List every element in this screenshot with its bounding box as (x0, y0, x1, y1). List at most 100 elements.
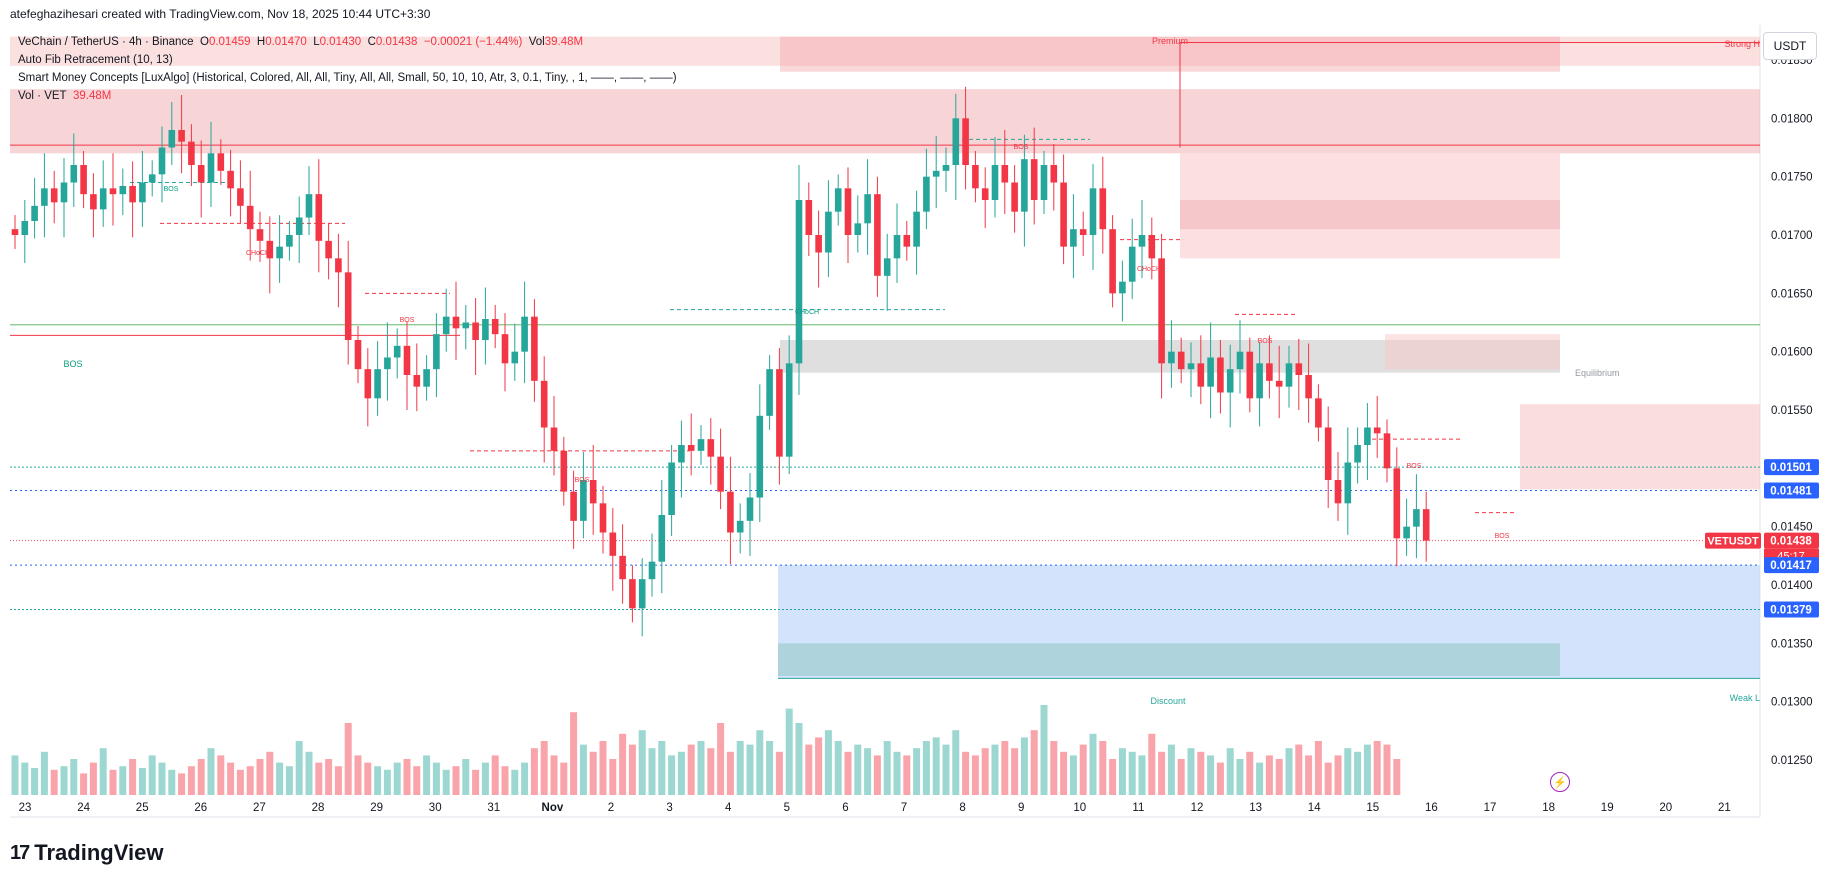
candle-body (1354, 445, 1361, 463)
candles-group (11, 86, 1430, 637)
volume-bar (1393, 759, 1401, 795)
candle-body (570, 491, 577, 521)
volume-bar (922, 741, 930, 795)
volume-bar (1295, 744, 1303, 795)
indicator-volume[interactable]: Vol · VET 39.48M (18, 87, 677, 105)
candle-body (482, 319, 489, 340)
candle-body (981, 188, 989, 200)
candle-body (844, 188, 852, 235)
x-axis-tick-label: 2 (608, 802, 614, 814)
candle-body (80, 165, 87, 195)
volume-bar (109, 769, 117, 795)
candle-body (972, 165, 979, 189)
candle-body (413, 375, 421, 387)
volume-bar (1177, 759, 1185, 795)
volume-bar (364, 762, 372, 795)
volume-bar (668, 755, 676, 795)
candle-body (344, 272, 352, 340)
candle-body (315, 194, 323, 241)
volume-bar (511, 769, 519, 795)
candle-body (1256, 363, 1263, 399)
volume-bar (374, 766, 382, 795)
volume-bar (413, 766, 421, 795)
currency-selector[interactable]: USDT (1763, 32, 1817, 60)
volume-bar (1167, 744, 1175, 795)
y-axis-tick-label: 0.01300 (1771, 697, 1813, 709)
structure-label: BOS (575, 477, 590, 484)
x-axis-tick-label: 30 (429, 802, 442, 814)
volume-bar (1079, 744, 1087, 795)
structure-label: CHoCH (246, 250, 270, 257)
lightning-icon[interactable]: ⚡ (1550, 772, 1570, 792)
candle-body (785, 363, 793, 457)
volume-bar (726, 751, 734, 795)
candle-body (1021, 159, 1028, 212)
candle-body (668, 462, 675, 515)
candle-body (893, 235, 901, 259)
candle-body (1266, 363, 1273, 381)
volume-bar (873, 755, 881, 795)
volume-bar (697, 741, 705, 795)
candle-body (266, 240, 274, 259)
volume-bar (70, 759, 78, 795)
volume-bar (89, 762, 97, 795)
volume-bar (1265, 755, 1273, 795)
volume-bar (315, 762, 323, 795)
volume-bar (1020, 737, 1028, 795)
volume-bar (1128, 751, 1136, 795)
candle-body (384, 357, 391, 370)
price-badge-value: 0.01379 (1770, 605, 1812, 617)
volume-bar (619, 733, 627, 795)
volume-bar (1187, 748, 1195, 795)
volume-bar (236, 769, 244, 795)
x-axis-tick-label: 6 (842, 802, 848, 814)
symbol-title[interactable]: VeChain / TetherUS · 4h · Binance (18, 36, 194, 48)
candle-body (1177, 351, 1185, 370)
low-label: L (313, 36, 320, 48)
supply-block-mid (1180, 200, 1560, 230)
volume-bar (295, 741, 303, 795)
volume-bar (648, 748, 656, 795)
candle-body (60, 182, 68, 203)
candle-body (1148, 235, 1156, 259)
candle-body (1393, 468, 1401, 539)
volume-bar (717, 723, 725, 795)
indicator-smc[interactable]: Smart Money Concepts [LuxAlgo] (Historic… (18, 72, 677, 84)
x-axis-tick-label: 15 (1366, 802, 1379, 814)
volume-bar (579, 744, 587, 795)
volume-bar (1197, 751, 1205, 795)
candle-body (217, 153, 225, 171)
x-axis-tick-label: 24 (77, 802, 90, 814)
candle-body (1344, 462, 1352, 504)
structure-label: CHoCH (795, 309, 819, 316)
volume-bar (805, 744, 813, 795)
volume-bar (981, 748, 989, 795)
y-axis-tick-label: 0.01550 (1771, 405, 1813, 417)
y-axis-tick-label: 0.01600 (1771, 347, 1813, 359)
candle-body (903, 235, 911, 247)
indicator-fib[interactable]: Auto Fib Retracement (10, 13) (18, 54, 173, 66)
candle-body (403, 345, 411, 375)
volume-bar (942, 744, 950, 795)
candle-body (776, 369, 783, 457)
structure-label: BOS (1495, 533, 1510, 540)
candle-body (1207, 357, 1214, 387)
x-axis-tick-label: 21 (1718, 802, 1731, 814)
volume-bar (452, 766, 460, 795)
volume-bar (138, 768, 146, 795)
candle-body (1197, 363, 1205, 387)
candle-body (1089, 188, 1097, 235)
candle-body (325, 240, 332, 259)
candle-body (256, 229, 264, 241)
volume-bar (736, 741, 744, 795)
symbol-badge (1705, 532, 1761, 549)
volume-bar (472, 769, 480, 795)
candle-body (717, 456, 724, 492)
high-value: 0.01470 (265, 36, 307, 48)
volume-bar (305, 751, 313, 795)
structure-label: CHoCH (1137, 266, 1161, 273)
volume-bar (40, 751, 48, 795)
candle-body (276, 246, 283, 259)
